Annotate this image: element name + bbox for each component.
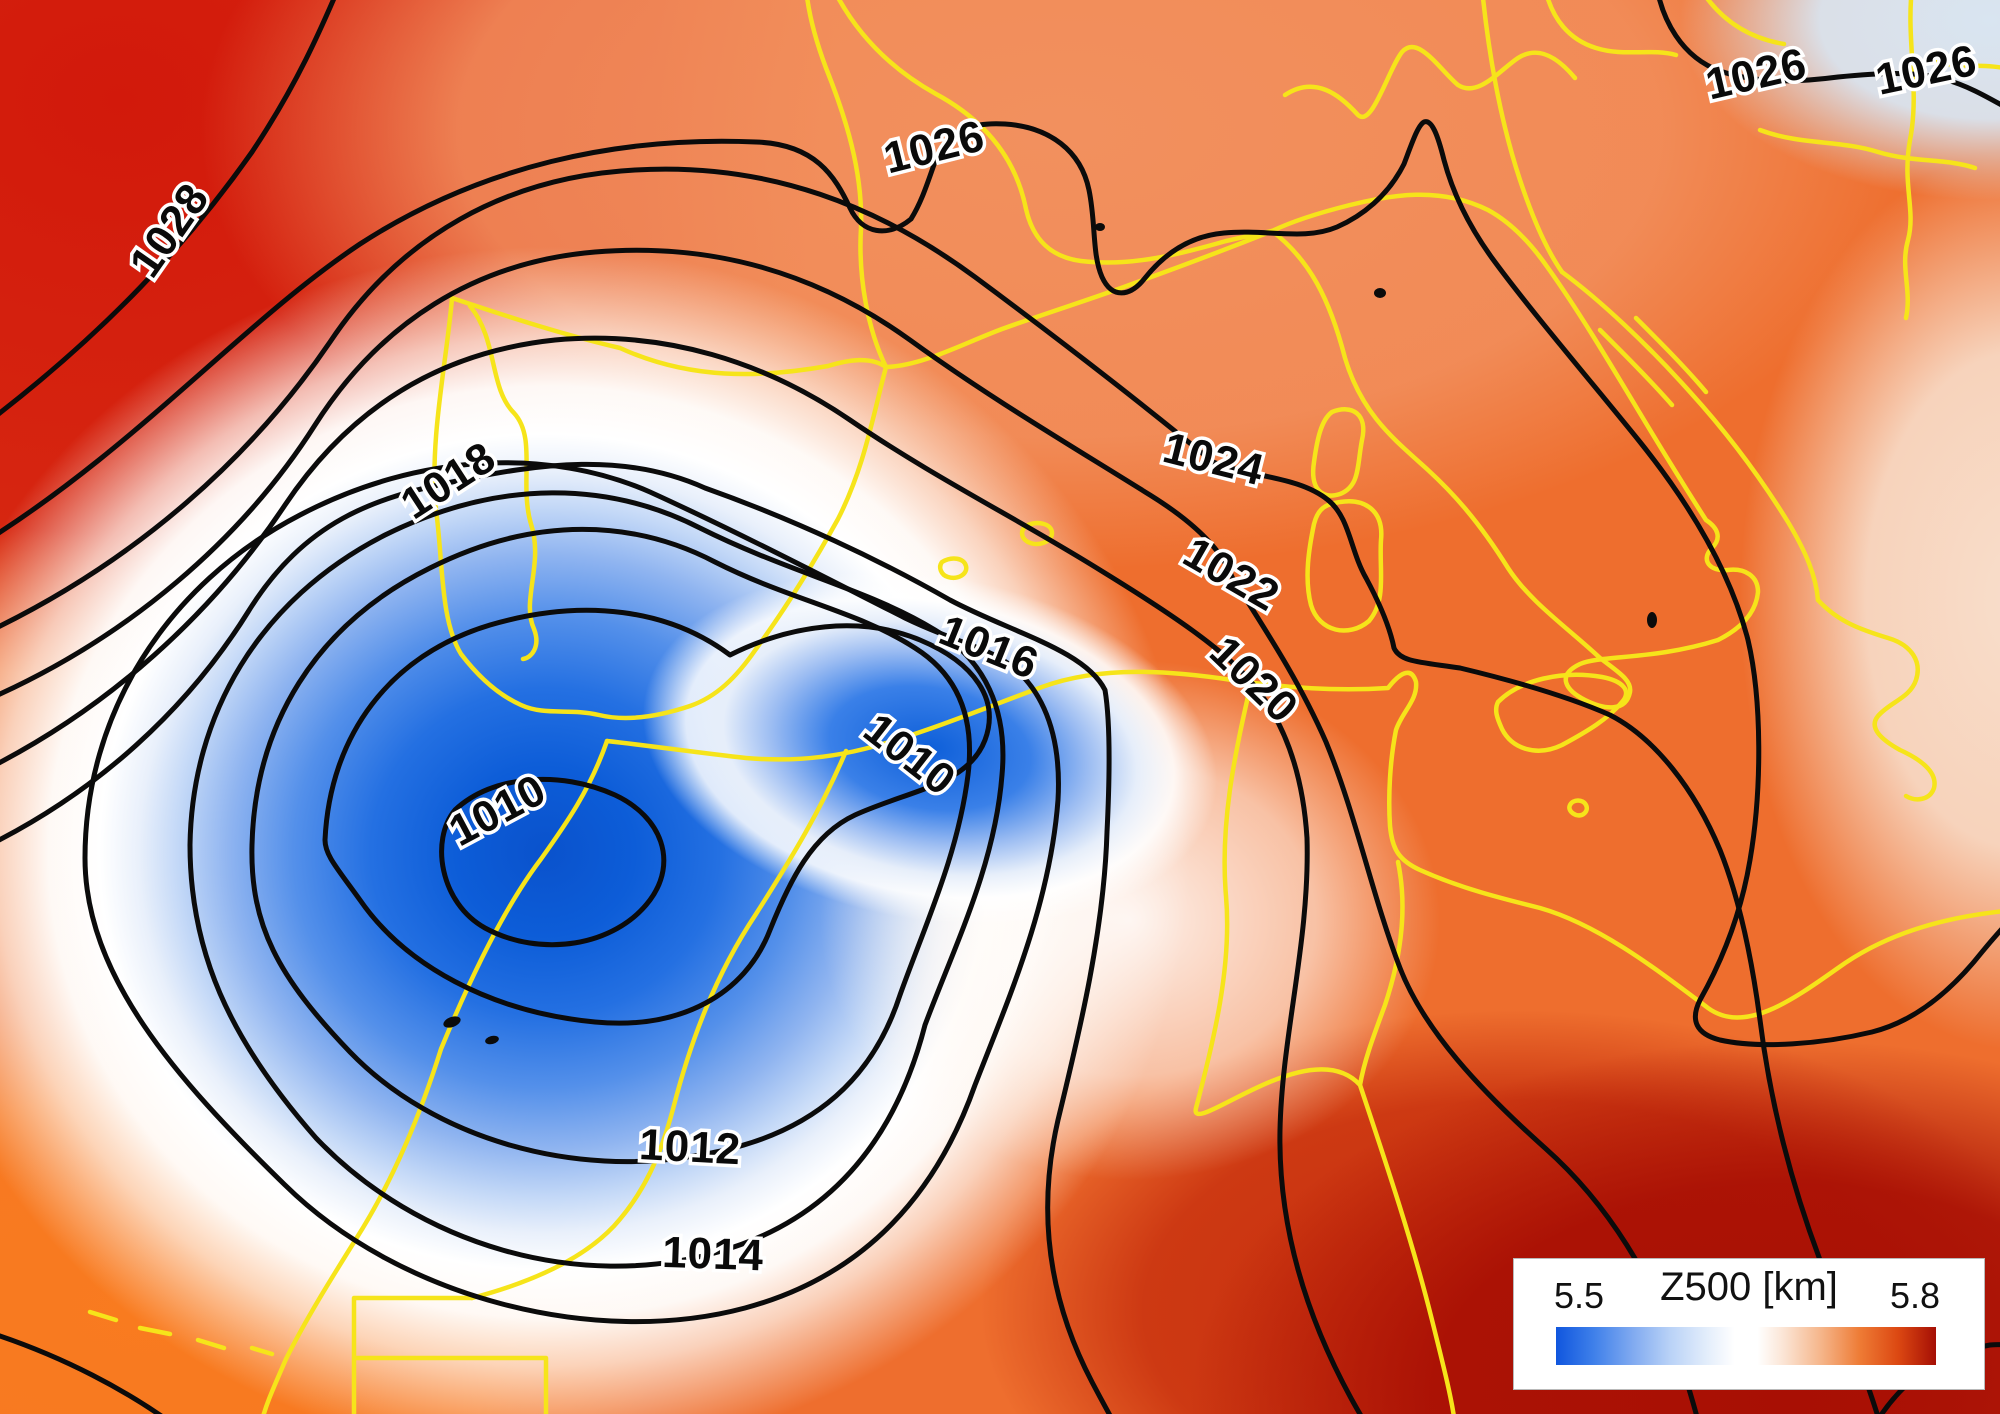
sicily-coastline: [1493, 672, 1629, 753]
isobar-corner-southwest: [0, 1333, 163, 1414]
morocco-algeria-border: [469, 748, 849, 1301]
colorbar-gradient: [1556, 1327, 1936, 1365]
isobar-1024: [0, 166, 1880, 1414]
isobar-1020: [0, 335, 1363, 1414]
canary-islands: [87, 1309, 275, 1357]
legend-title: Z500 [km]: [1660, 1265, 1838, 1309]
isobar-1012: [249, 526, 973, 1165]
isobar-1022: [0, 247, 1699, 1414]
tunisia-libya-borders: [1193, 685, 1456, 1414]
balkan-inland-borders: [1705, 0, 2000, 321]
small-islands: [443, 223, 1657, 1045]
italy-coastline: [1269, 192, 1761, 710]
sahara-straight-borders: [351, 1295, 549, 1414]
iberia-coastline: [432, 295, 889, 721]
malta-island: [1567, 798, 1589, 818]
alps-borders: [1282, 0, 1679, 275]
isobar-1008: [439, 776, 667, 948]
isobar-1014: [187, 490, 1006, 1269]
france-coastline: [805, 0, 1275, 370]
isobar-1026-northeast: [1657, 0, 2000, 107]
isobar-1018: [0, 461, 1113, 1414]
isobar-1026-main: [0, 119, 2000, 1048]
colorbar-legend: 5.5 Z500 [km] 5.8: [1513, 1258, 1985, 1390]
isobar-1028: [0, 0, 337, 416]
contour-label: 1012: [638, 1120, 742, 1174]
greece-coastline: [1815, 597, 1937, 802]
legend-min-value: 5.5: [1554, 1275, 1605, 1316]
portugal-spain-border: [467, 303, 539, 662]
balearic-islands: [938, 520, 1055, 580]
legend-max-value: 5.8: [1889, 1275, 1940, 1316]
corsica-coastline: [1310, 407, 1366, 498]
contour-label: 1014: [661, 1228, 765, 1281]
sardinia-coastline: [1305, 499, 1384, 633]
isobar-1016: [82, 460, 1061, 1325]
morocco-coastline: [261, 738, 610, 1414]
north-africa-coastline: [604, 669, 2000, 1020]
balkan-coastline: [1557, 269, 1821, 603]
